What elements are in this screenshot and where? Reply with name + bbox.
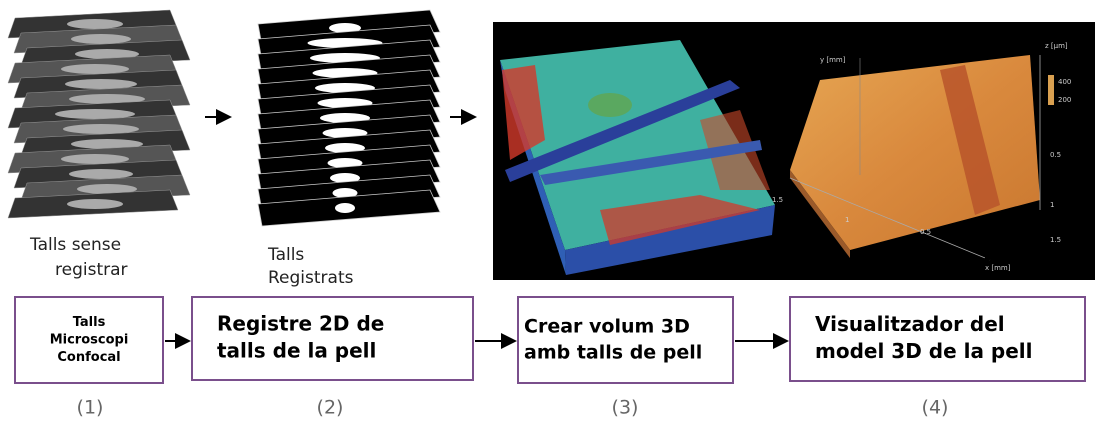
step-number: (1) <box>77 397 104 419</box>
slice-blob <box>61 154 129 164</box>
step-text: amb talls de pell <box>524 341 702 363</box>
registered-slices <box>258 10 440 226</box>
tick-label: 1 <box>845 216 849 224</box>
step-text: Registre 2D de <box>217 312 384 336</box>
step-number: (2) <box>317 397 344 419</box>
step-number: (4) <box>922 397 949 419</box>
slice-blob <box>61 64 129 74</box>
caption: Talls <box>267 245 304 265</box>
tick-label: 1.5 <box>772 196 783 204</box>
tick-label: 1.5 <box>1050 236 1061 244</box>
slice-blob <box>65 79 137 89</box>
caption: Registrats <box>268 268 354 288</box>
step-text: Talls <box>73 315 106 330</box>
diagram: y [mm] z [µm] 400 200 1.5 1 0.5 0.5 1 1.… <box>0 0 1105 421</box>
slice-blob <box>69 169 133 179</box>
step-text: Microscopi <box>50 333 129 348</box>
unregistered-slices <box>8 10 190 218</box>
step-text: Visualitzador del <box>815 312 1005 336</box>
tick-label: 0.5 <box>920 228 931 236</box>
caption: Talls sense <box>29 235 121 255</box>
step-text: Confocal <box>57 350 120 365</box>
colorbar-label: 200 <box>1058 96 1071 104</box>
slice-blob <box>63 124 139 134</box>
step-text: Crear volum 3D <box>524 316 690 338</box>
caption: registrar <box>55 260 128 280</box>
slice-blob <box>335 203 355 213</box>
step-number: (3) <box>612 397 639 419</box>
colorbar-label: 400 <box>1058 78 1071 86</box>
tick-label: 1 <box>1050 201 1054 209</box>
slice-blob <box>71 34 131 44</box>
step-text: model 3D de la pell <box>815 339 1033 363</box>
step-text: talls de la pell <box>217 339 376 363</box>
axis-label: y [mm] <box>820 56 846 64</box>
pipeline: Talls Microscopi Confocal (1) Registre 2D de… <box>15 297 1085 419</box>
step-box <box>518 297 733 383</box>
slice-blob <box>67 19 123 29</box>
axis-label: x [mm] <box>985 264 1011 272</box>
render-3d: y [mm] z [µm] 400 200 1.5 1 0.5 0.5 1 1.… <box>493 22 1095 280</box>
slice-blob <box>67 199 123 209</box>
tick-label: 0.5 <box>1050 151 1061 159</box>
axis-label: z [µm] <box>1045 42 1068 50</box>
